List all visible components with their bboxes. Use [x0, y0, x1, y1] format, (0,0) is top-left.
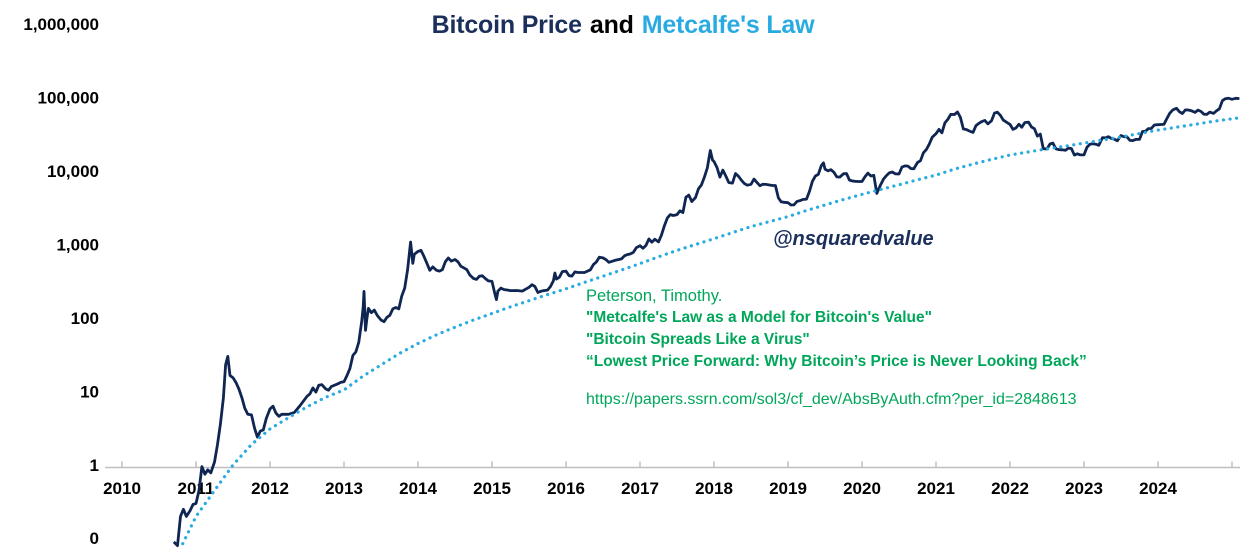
title-bitcoin-price: Bitcoin Price	[431, 11, 582, 39]
x-axis-label: 2017	[621, 479, 659, 498]
citation-block: Peterson, Timothy. "Metcalfe's Law as a …	[586, 285, 1087, 411]
metcalfe-s-law-line	[181, 116, 1239, 546]
x-axis-label: 2019	[769, 479, 807, 498]
citation-paper-1: "Metcalfe's Law as a Model for Bitcoin's…	[586, 309, 932, 326]
x-axis-label: 2020	[843, 479, 881, 498]
x-axis-label: 2010	[103, 479, 141, 498]
y-axis-label: 10	[80, 383, 99, 402]
citation-author: Peterson, Timothy.	[586, 287, 723, 305]
y-axis-label: 1	[90, 456, 99, 475]
x-axis-label: 2014	[399, 479, 437, 498]
x-axis-label: 2018	[695, 479, 733, 498]
x-axis-label: 2024	[1139, 479, 1177, 498]
y-axis-label: 0	[90, 529, 99, 548]
x-axis-label: 2015	[473, 479, 511, 498]
x-axis-label: 2016	[547, 479, 585, 498]
page-title: Bitcoin Price and Metcalfe's Law	[0, 11, 1246, 40]
x-axis-label: 2022	[991, 479, 1029, 498]
x-axis-label: 2013	[325, 479, 363, 498]
bitcoin-price-line	[172, 96, 1240, 547]
citation-paper-2: "Bitcoin Spreads Like a Virus"	[586, 331, 810, 348]
x-axis-label: 2023	[1065, 479, 1103, 498]
x-axis-label: 2011	[178, 479, 215, 498]
title-metcalfes-law: Metcalfe's Law	[641, 11, 815, 39]
citation-paper-3: “Lowest Price Forward: Why Bitcoin’s Pri…	[586, 353, 1087, 370]
title-and: and	[589, 11, 634, 39]
watermark-handle: @nsquaredvalue	[773, 228, 934, 250]
y-axis-label: 1,000,000	[23, 15, 99, 34]
y-axis-label: 100,000	[38, 89, 99, 108]
x-axis-label: 2012	[251, 479, 289, 498]
citation-url: https://papers.ssrn.com/sol3/cf_dev/AbsB…	[586, 391, 1077, 408]
y-axis-label: 1,000	[56, 236, 99, 255]
x-axis-label: 2021	[917, 479, 955, 498]
y-axis-label: 100	[71, 309, 99, 328]
y-axis-label: 10,000	[47, 162, 99, 181]
